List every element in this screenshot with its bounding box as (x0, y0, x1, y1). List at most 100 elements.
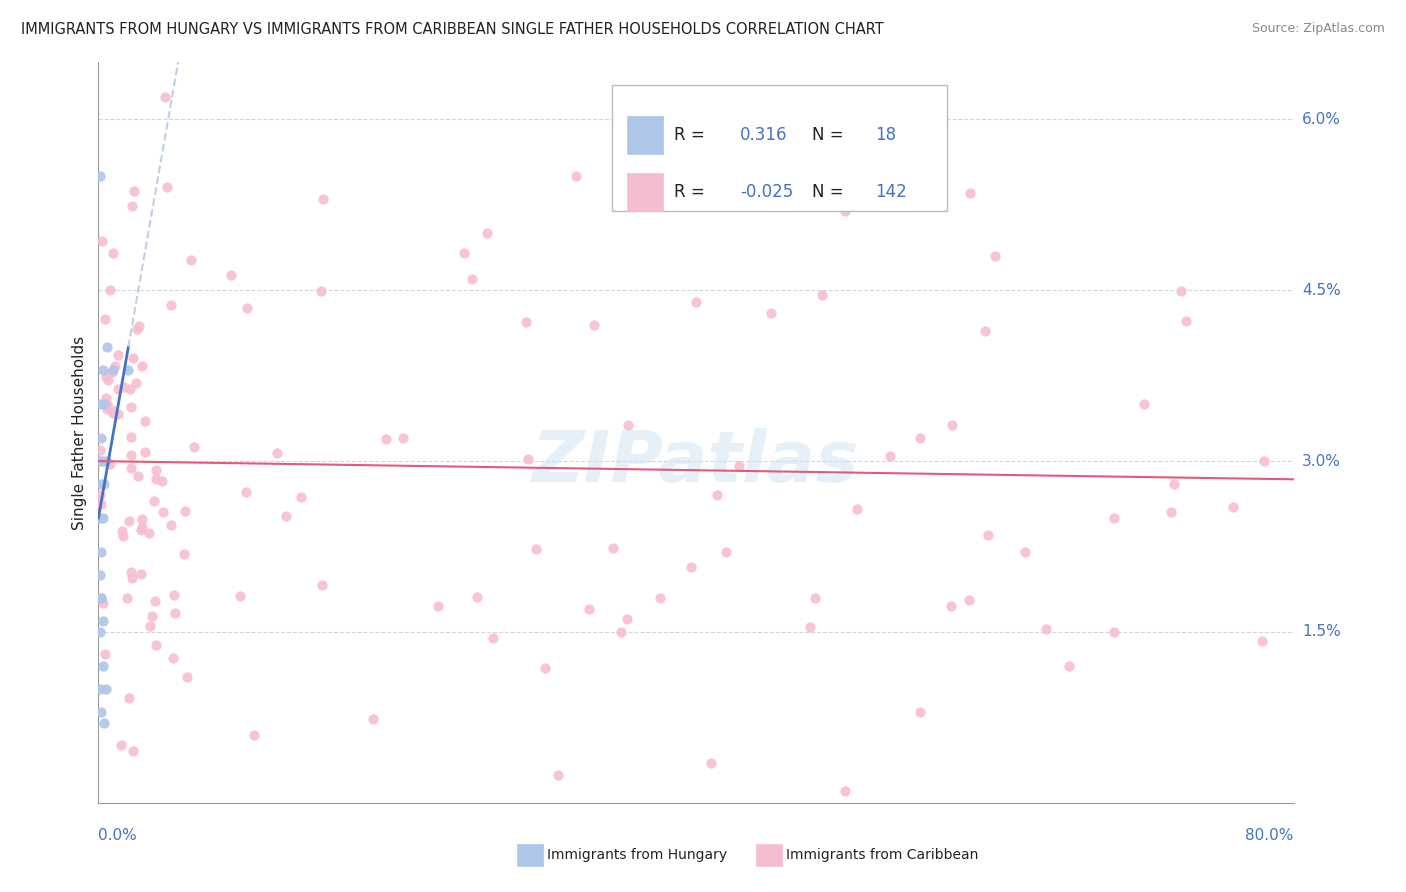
Point (93, 476, 115, 491)
Point (516, 451, 538, 466)
Point (374, 432, 396, 446)
Point (104, 359, 127, 373)
Point (908, 705, 931, 719)
Point (481, 632, 503, 646)
Point (117, 363, 139, 377)
Text: R =: R = (675, 183, 706, 201)
Point (515, 315, 537, 329)
Point (89, 397, 111, 411)
Point (681, 560, 703, 574)
Bar (756, 844, 782, 866)
Point (475, 227, 498, 241)
Point (616, 417, 638, 432)
Point (152, 505, 174, 519)
Point (427, 599, 450, 613)
Point (453, 246, 475, 260)
Text: Source: ZipAtlas.com: Source: ZipAtlas.com (1251, 22, 1385, 36)
Point (799, 620, 821, 634)
Point (706, 487, 728, 501)
Point (141, 609, 163, 624)
Point (98, 457, 121, 471)
Point (228, 589, 250, 603)
Point (139, 618, 162, 632)
Point (128, 318, 150, 333)
Point (156, 179, 179, 194)
Point (101, 365, 124, 379)
Point (804, 591, 827, 605)
Point (89, 488, 111, 502)
Point (112, 380, 135, 394)
Text: 0.0%: 0.0% (98, 828, 138, 843)
Point (939, 599, 962, 613)
Point (121, 199, 143, 213)
Point (159, 298, 181, 312)
Point (91, 363, 114, 377)
Point (107, 407, 129, 421)
Point (94, 681, 117, 696)
Point (90, 431, 112, 445)
Point (1163, 476, 1185, 491)
Point (266, 446, 288, 460)
Point (1160, 505, 1182, 519)
Point (89, 624, 111, 639)
Point (94, 311, 117, 326)
Point (122, 184, 145, 198)
Point (145, 463, 167, 477)
Point (120, 460, 142, 475)
Point (1133, 397, 1156, 411)
Point (163, 606, 186, 620)
Point (392, 431, 415, 445)
Point (145, 638, 167, 652)
Point (131, 519, 153, 533)
Point (103, 363, 125, 377)
Point (834, 784, 856, 798)
Point (648, 591, 671, 605)
Point (1104, 511, 1126, 525)
Bar (627, 116, 662, 154)
Point (121, 743, 143, 757)
Point (127, 468, 149, 483)
Point (534, 661, 557, 675)
Point (98, 283, 121, 297)
Point (811, 288, 834, 302)
Point (908, 431, 931, 445)
Point (90, 497, 112, 511)
Point (221, 268, 243, 283)
Point (131, 511, 153, 525)
Point (1170, 284, 1192, 298)
Point (311, 192, 333, 206)
Y-axis label: Single Father Households: Single Father Households (72, 335, 87, 530)
Point (1253, 454, 1275, 468)
Point (90, 591, 112, 605)
Point (1175, 314, 1198, 328)
Text: N =: N = (811, 126, 844, 144)
Point (91, 454, 114, 468)
Point (183, 440, 205, 454)
Point (131, 359, 153, 374)
Point (110, 738, 132, 752)
Text: ZIPatlas: ZIPatlas (533, 428, 859, 497)
Point (121, 571, 143, 585)
Point (976, 527, 998, 541)
Point (90, 234, 112, 248)
Point (160, 518, 183, 533)
Point (107, 348, 129, 362)
Point (582, 318, 605, 332)
Text: 1.5%: 1.5% (1302, 624, 1340, 640)
Point (94, 391, 117, 405)
Point (834, 203, 856, 218)
Point (129, 523, 152, 537)
Point (91, 511, 114, 525)
Bar (627, 173, 662, 211)
Text: 18: 18 (876, 126, 897, 144)
Point (1104, 624, 1126, 639)
Point (728, 459, 751, 474)
Point (1222, 500, 1244, 515)
Text: 3.0%: 3.0% (1302, 454, 1341, 468)
Point (524, 541, 547, 556)
Point (235, 485, 257, 500)
Text: IMMIGRANTS FROM HUNGARY VS IMMIGRANTS FROM CARIBBEAN SINGLE FATHER HOUSEHOLDS CO: IMMIGRANTS FROM HUNGARY VS IMMIGRANTS FR… (21, 22, 884, 37)
FancyBboxPatch shape (613, 85, 948, 211)
Point (152, 474, 174, 488)
Point (309, 284, 332, 298)
